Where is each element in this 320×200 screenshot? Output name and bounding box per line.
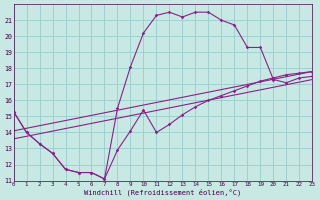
X-axis label: Windchill (Refroidissement éolien,°C): Windchill (Refroidissement éolien,°C) — [84, 188, 242, 196]
